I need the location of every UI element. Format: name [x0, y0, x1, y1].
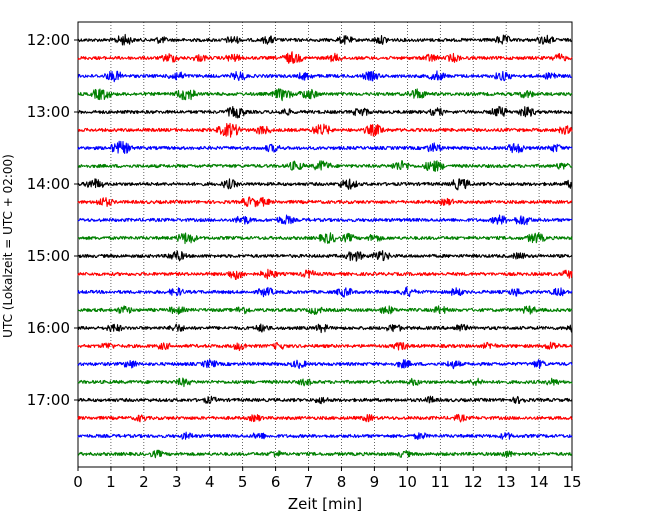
- trace-1730: [77, 431, 573, 441]
- x-tick-label: 5: [238, 473, 248, 491]
- trace-1700: [77, 395, 573, 405]
- trace-1645: [77, 377, 573, 388]
- trace-1430: [77, 214, 573, 226]
- trace-1400: [77, 178, 573, 191]
- trace-group: [77, 33, 573, 459]
- trace-1245: [77, 88, 573, 102]
- trace-1345: [77, 160, 573, 172]
- y-tick-label: 17:00: [27, 391, 70, 409]
- x-axis: 0 1 2 3 4 5 6 7 8 9 10 11 12 13 14 15: [73, 467, 582, 491]
- trace-1615: [77, 341, 573, 352]
- x-tick-label: 9: [370, 473, 380, 491]
- x-tick-label: 6: [271, 473, 281, 491]
- trace-1300: [77, 105, 573, 119]
- trace-1330: [77, 140, 573, 154]
- x-tick-label: 10: [398, 473, 417, 491]
- grid: [77, 22, 573, 467]
- y-axis: 12:00 13:00 14:00 15:00 16:00 17:00: [27, 31, 78, 409]
- x-tick-label: 3: [172, 473, 182, 491]
- plot-area: [77, 21, 573, 468]
- trace-1515: [77, 268, 573, 281]
- x-tick-label: 0: [73, 473, 83, 491]
- x-tick-label: 14: [530, 473, 549, 491]
- x-axis-label: Zeit [min]: [288, 495, 362, 513]
- trace-1200: [77, 33, 573, 46]
- trace-1600: [77, 323, 573, 334]
- trace-1530: [77, 286, 573, 298]
- trace-1230: [77, 70, 573, 83]
- trace-1745: [77, 449, 573, 459]
- y-tick-label: 13:00: [27, 103, 70, 121]
- x-tick-label: 4: [205, 473, 215, 491]
- x-tick-label: 13: [497, 473, 516, 491]
- x-tick-label: 2: [139, 473, 149, 491]
- x-tick-label: 1: [106, 473, 116, 491]
- trace-1315: [77, 122, 573, 138]
- x-tick-label: 12: [464, 473, 483, 491]
- x-tick-label: 7: [304, 473, 314, 491]
- trace-1715: [77, 413, 573, 423]
- trace-1445: [77, 232, 573, 245]
- trace-1215: [77, 51, 573, 64]
- y-tick-label: 15:00: [27, 247, 70, 265]
- trace-1500: [77, 250, 573, 262]
- x-tick-label: 8: [337, 473, 347, 491]
- y-tick-label: 16:00: [27, 319, 70, 337]
- x-tick-label: 11: [431, 473, 450, 491]
- trace-1630: [77, 359, 573, 370]
- trace-1415: [77, 196, 573, 208]
- x-tick-label: 15: [562, 473, 581, 491]
- y-tick-label: 14:00: [27, 175, 70, 193]
- y-tick-label: 12:00: [27, 31, 70, 49]
- trace-1545: [77, 305, 573, 315]
- y-axis-label: UTC (Lokalzeit = UTC + 02:00): [1, 154, 15, 338]
